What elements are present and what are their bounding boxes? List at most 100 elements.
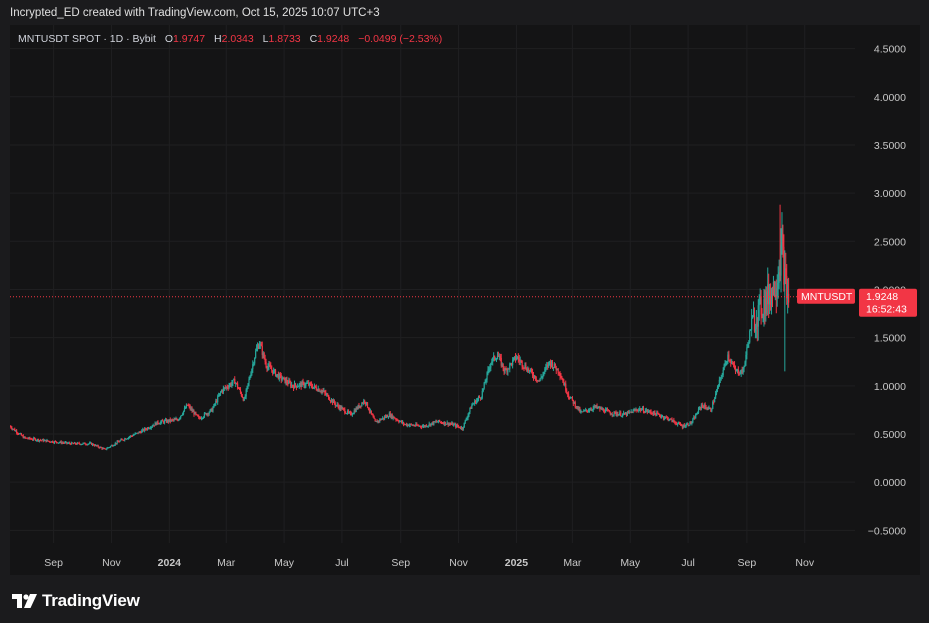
price-axis[interactable]: 4.50004.00003.50003.00002.50002.00001.50…: [868, 44, 906, 538]
candle-body: [113, 444, 115, 446]
candle-body: [505, 369, 507, 371]
candle-body: [365, 402, 368, 405]
candle-body: [356, 407, 358, 409]
candle-body: [645, 409, 647, 411]
candle-body: [368, 409, 371, 412]
candle-body: [76, 442, 78, 445]
candles: [10, 204, 790, 451]
candle-body: [280, 375, 282, 380]
candle-body: [313, 385, 316, 387]
candle-body: [31, 438, 33, 440]
candle-body: [782, 233, 784, 247]
candle-body: [422, 425, 425, 427]
candle-body: [658, 413, 660, 415]
candle-body: [773, 281, 775, 296]
candle-body: [415, 423, 417, 426]
candle-body: [672, 419, 674, 422]
candle-body: [469, 407, 471, 413]
price-tag-symbol: MNTUSDT: [801, 291, 853, 303]
candle-body: [684, 426, 686, 428]
candle-body: [571, 397, 573, 400]
candle-body: [286, 379, 288, 383]
candle-body: [239, 389, 242, 393]
candle-body: [41, 439, 43, 441]
candle-body: [444, 421, 446, 425]
candle-body: [327, 394, 329, 396]
open-value: 1.9747: [172, 33, 206, 45]
candle-body: [435, 421, 437, 423]
candle-body: [670, 418, 672, 420]
candle-body: [524, 365, 526, 368]
candle-body: [436, 421, 438, 423]
candle-body: [530, 369, 532, 371]
candle-body: [759, 296, 761, 299]
price-chart[interactable]: 4.50004.00003.50003.00002.50002.00001.50…: [10, 25, 920, 575]
candle-body: [459, 427, 462, 429]
candle-body: [183, 408, 186, 411]
candle-body: [241, 395, 243, 398]
high-label: H: [214, 33, 222, 45]
candle-body: [557, 368, 559, 373]
candle-body: [612, 414, 614, 416]
candle-body: [631, 411, 633, 413]
candle-body: [598, 407, 600, 409]
candle-body: [132, 435, 134, 437]
candle-body: [751, 315, 754, 319]
chart-panel[interactable]: 4.50004.00003.50003.00002.50002.00001.50…: [10, 25, 920, 575]
candle-body: [207, 413, 209, 415]
candle-body: [168, 419, 170, 422]
candle-body: [464, 420, 466, 423]
candle-body: [354, 410, 356, 412]
close-label: C: [309, 33, 318, 45]
candle-body: [269, 364, 271, 367]
candle-body: [291, 384, 293, 387]
candle-body: [492, 357, 494, 362]
time-axis[interactable]: Sep Nov 2024 Mar May Jul Sep Nov 2025 Mar May Jul Se…: [44, 557, 815, 569]
candle-body: [702, 405, 704, 408]
candle-body: [567, 393, 569, 395]
candle-body: [27, 438, 29, 440]
candle-body: [32, 439, 34, 441]
candle-body: [445, 424, 447, 426]
candle-body: [340, 406, 342, 410]
candle-body: [180, 415, 182, 418]
low-label: L: [262, 33, 269, 45]
candle-body: [439, 419, 441, 422]
candle-body: [542, 374, 544, 377]
candle-body: [301, 381, 303, 387]
tradingview-wordmark: TradingView: [42, 591, 140, 610]
candle-body: [136, 432, 138, 434]
candle-body: [281, 379, 283, 381]
candle-body: [592, 407, 594, 410]
candle-body: [343, 408, 345, 410]
candle-body: [347, 410, 349, 414]
candle-body: [441, 422, 444, 424]
candle-body: [386, 415, 389, 418]
candle-body: [156, 421, 158, 426]
candle-body: [432, 422, 434, 425]
candle-body: [424, 425, 426, 427]
candle-body: [302, 381, 304, 383]
candle-body: [242, 397, 244, 401]
candle-body: [309, 382, 311, 386]
candle-body: [90, 442, 93, 445]
candle-body: [649, 410, 651, 412]
candle-body: [74, 442, 77, 444]
candle-body: [325, 392, 327, 395]
candle-body: [16, 430, 18, 433]
candle-body: [713, 402, 715, 404]
candle-body: [371, 413, 373, 416]
candle-body: [714, 393, 717, 399]
price-tick-label: 0.5000: [874, 429, 906, 441]
candle-body: [11, 427, 13, 430]
candle-body: [533, 375, 536, 378]
candle-body: [398, 421, 400, 423]
candle-body: [37, 439, 40, 442]
candle-body: [240, 392, 243, 396]
candle-body: [484, 382, 486, 384]
candle-body: [148, 428, 151, 430]
candle-body: [786, 276, 788, 299]
candle-body: [443, 421, 445, 425]
candle-body: [410, 424, 412, 426]
candle-body: [522, 366, 524, 368]
